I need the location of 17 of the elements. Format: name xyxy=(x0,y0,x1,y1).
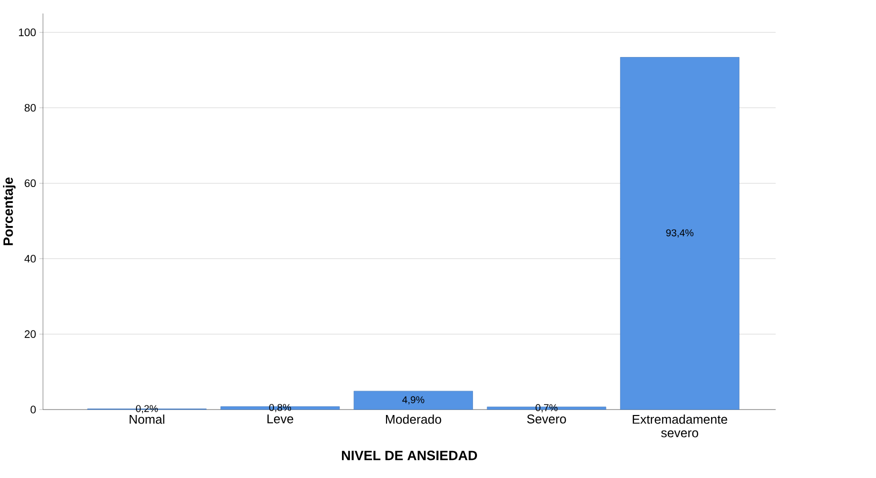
x-tick-label: Severo xyxy=(527,414,566,424)
y-axis-title: Porcentaje xyxy=(3,177,16,246)
x-tick-label: Nomal xyxy=(130,414,164,424)
bar xyxy=(620,57,740,410)
x-tick-label: Moderado xyxy=(386,414,442,424)
data-label: 4,9% xyxy=(402,396,424,404)
x-tick-label: Extremadamente severo xyxy=(632,414,728,438)
y-tick-label: 80 xyxy=(24,104,36,112)
data-label: 93,4% xyxy=(666,229,694,238)
y-tick-label: 100 xyxy=(18,28,36,36)
y-tick-label: 60 xyxy=(24,179,36,188)
y-tick-label: 20 xyxy=(24,330,36,338)
bar xyxy=(354,390,473,410)
y-tick-label: 40 xyxy=(24,254,36,263)
y-tick-label: 0 xyxy=(30,406,36,414)
x-axis-title: NIVEL DE ANSIEDAD xyxy=(342,450,478,460)
x-tick-label: Leve xyxy=(267,414,294,424)
